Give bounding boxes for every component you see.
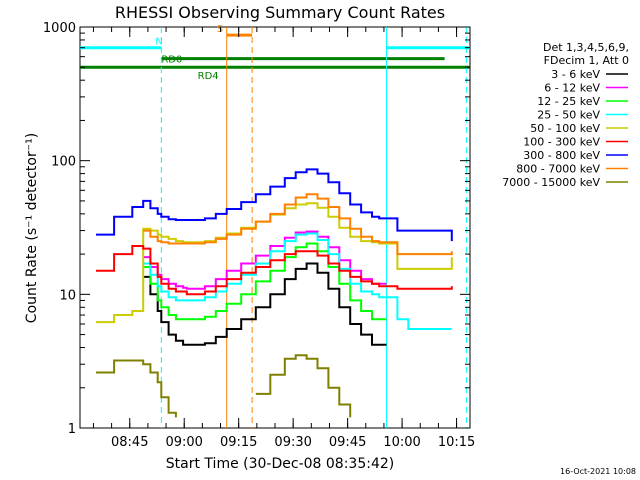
x-tick-label: 09:45 [329,435,366,450]
y-tick-label: 10 [59,288,76,303]
timestamp: 16-Oct-2021 10:08 [560,467,636,476]
series-line [96,245,453,296]
legend-label: 6 - 12 keV [544,82,600,95]
annotation-label: RD4 [198,71,219,82]
legend: Det 1,3,4,5,6,9, FDecim 1, Att 0 3 - 6 k… [502,41,629,189]
legend-label: 300 - 800 keV [523,149,600,162]
annotation-label: RD0 [161,55,182,66]
x-tick-label: 10:00 [383,435,420,450]
legend-label: 12 - 25 keV [537,95,600,108]
series-line [96,168,453,242]
series-line [143,242,387,321]
instrument-state-annotations: N RD0 RD4 S [80,24,470,428]
series-line [143,262,387,346]
x-tick-label: 08:45 [111,435,148,450]
chart-title: RHESSI Observing Summary Count Rates [115,3,445,22]
series-line [143,232,452,330]
annotation-label: S [217,24,223,35]
legend-label: 7000 - 15000 keV [502,176,600,189]
y-tick-label: 1 [68,422,76,437]
legend-label: 100 - 300 keV [523,136,600,149]
x-tick-label: 09:15 [220,435,257,450]
legend-header-line-2: FDecim 1, Att 0 [544,54,629,67]
plot-frame [79,26,471,429]
y-axis-label: Count Rate (s⁻¹ detector⁻¹) [24,133,40,323]
series-line [255,354,352,418]
y-tick-label: 1000 [43,21,76,36]
x-axis-label: Start Time (30-Dec-08 08:35:42) [166,456,394,472]
x-tick-label: 10:15 [438,435,475,450]
series-line [96,359,177,418]
y-tick-label: 100 [51,155,76,170]
legend-label: 3 - 6 keV [551,68,600,81]
legend-label: 800 - 7000 keV [516,163,600,176]
series-line [143,193,453,256]
series-layer [96,168,453,418]
axes: 1 10 100 1000 08:45 09:00 09:15 09:30 09:45 10:00… [43,21,475,450]
x-tick-label: 09:30 [274,435,311,450]
legend-header-line-1: Det 1,3,4,5,6,9, [543,41,629,54]
annotation-label: N [155,37,162,48]
x-tick-label: 09:00 [165,435,202,450]
legend-label: 25 - 50 keV [537,109,600,122]
legend-label: 50 - 100 keV [530,122,600,135]
